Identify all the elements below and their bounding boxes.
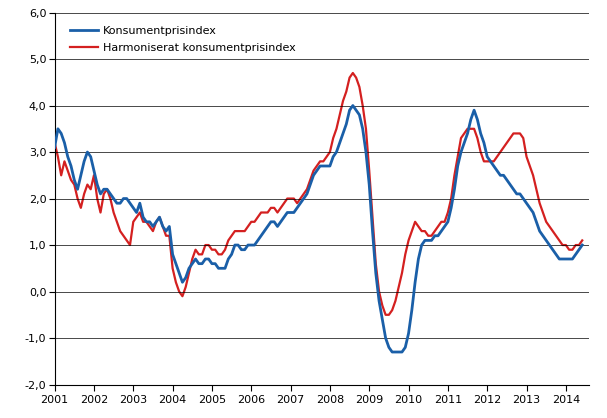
Line: Harmoniserat konsumentprisindex: Harmoniserat konsumentprisindex: [55, 73, 582, 315]
Konsumentprisindex: [405, 331, 412, 336]
Harmoniserat konsumentprisindex: [382, 312, 389, 317]
Harmoniserat konsumentprisindex: [51, 140, 58, 145]
Konsumentprisindex: [225, 257, 232, 262]
Line: Konsumentprisindex: Konsumentprisindex: [55, 106, 582, 352]
Harmoniserat konsumentprisindex: [97, 210, 104, 215]
Konsumentprisindex: [349, 103, 356, 108]
Harmoniserat konsumentprisindex: [222, 247, 229, 252]
Konsumentprisindex: [388, 349, 396, 354]
Harmoniserat konsumentprisindex: [480, 159, 487, 164]
Legend: Konsumentprisindex, Harmoniserat konsumentprisindex: Konsumentprisindex, Harmoniserat konsume…: [66, 22, 300, 57]
Harmoniserat konsumentprisindex: [477, 150, 484, 155]
Harmoniserat konsumentprisindex: [578, 238, 586, 243]
Konsumentprisindex: [477, 131, 484, 136]
Konsumentprisindex: [51, 145, 58, 150]
Konsumentprisindex: [480, 140, 487, 145]
Konsumentprisindex: [97, 191, 104, 196]
Harmoniserat konsumentprisindex: [405, 238, 412, 243]
Harmoniserat konsumentprisindex: [225, 238, 232, 243]
Konsumentprisindex: [578, 242, 586, 247]
Harmoniserat konsumentprisindex: [349, 71, 356, 76]
Konsumentprisindex: [222, 266, 229, 271]
